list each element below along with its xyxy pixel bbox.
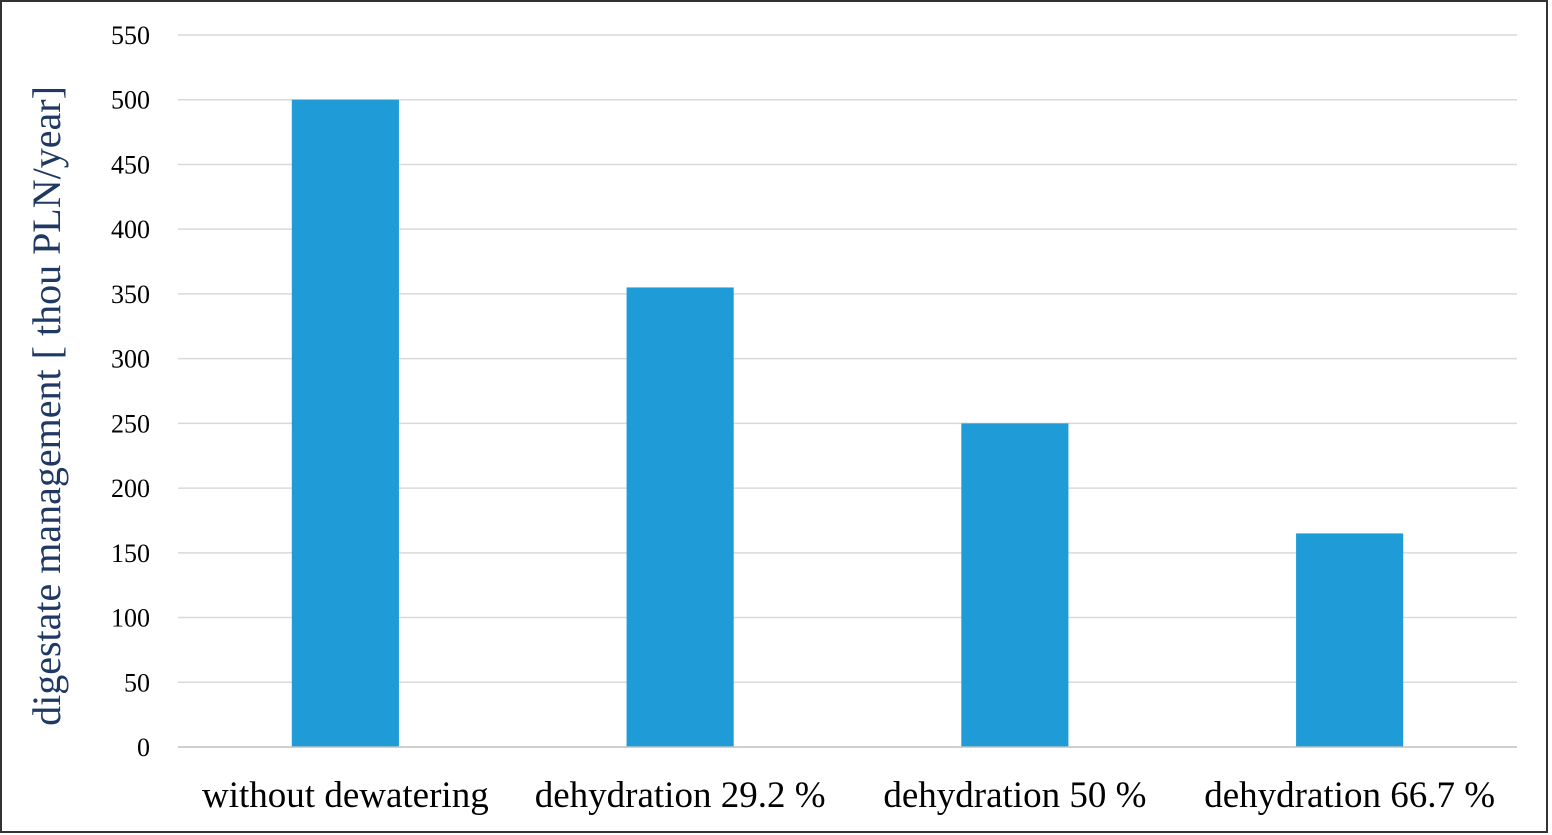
bar-3 bbox=[961, 423, 1069, 747]
x-tick-label: dehydration 50 % bbox=[883, 775, 1146, 816]
y-tick-label: 250 bbox=[111, 409, 150, 438]
x-tick-label: dehydration 66.7 % bbox=[1204, 775, 1495, 816]
y-axis-ticks: 0 50 100 150 200 250 300 350 400 450 500 550 bbox=[111, 21, 150, 762]
gridlines bbox=[178, 34, 1517, 684]
bar-1 bbox=[291, 99, 399, 747]
bars bbox=[291, 99, 1404, 747]
y-tick-label: 500 bbox=[111, 86, 150, 115]
y-tick-label: 400 bbox=[111, 215, 150, 244]
x-tick-label: without dewatering bbox=[202, 775, 489, 816]
y-axis-label: digestate management [ thou PLN/year] bbox=[24, 86, 69, 726]
y-tick-label: 450 bbox=[111, 150, 150, 179]
x-axis-ticks: without dewatering dehydration 29.2 % dehy… bbox=[202, 775, 1495, 816]
y-tick-label: 550 bbox=[111, 21, 150, 50]
y-tick-label: 300 bbox=[111, 345, 150, 374]
y-tick-label: 150 bbox=[111, 539, 150, 568]
bar-4 bbox=[1296, 533, 1404, 747]
x-tick-label: dehydration 29.2 % bbox=[535, 775, 826, 816]
y-tick-label: 350 bbox=[111, 280, 150, 309]
y-tick-label: 100 bbox=[111, 604, 150, 633]
y-tick-label: 0 bbox=[137, 733, 150, 762]
y-tick-label: 200 bbox=[111, 474, 150, 503]
bar-2 bbox=[626, 287, 734, 747]
y-tick-label: 50 bbox=[124, 668, 150, 697]
